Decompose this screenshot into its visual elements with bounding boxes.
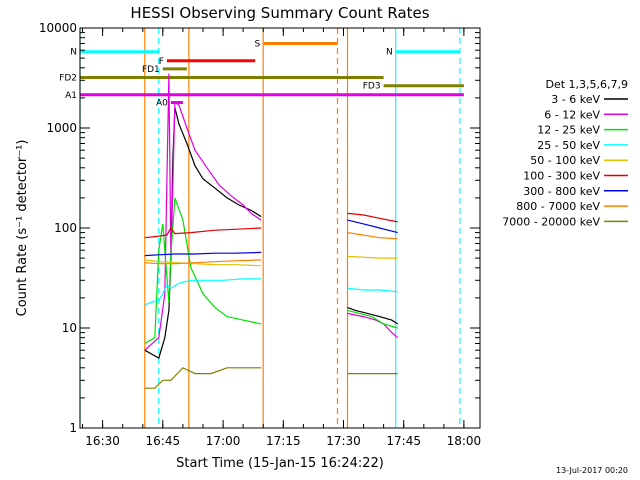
x-tick-label: 17:30	[326, 434, 361, 448]
flag-label: A1	[65, 91, 77, 101]
footer-timestamp: 13-Jul-2017 00:20	[556, 466, 628, 475]
x-axis-label: Start Time (15-Jan-15 16:24:22)	[176, 456, 384, 471]
series-lines	[144, 73, 399, 389]
legend-label: 300 - 800 keV	[523, 185, 600, 198]
flag-label: N	[70, 48, 77, 58]
legend-label: 50 - 100 keV	[530, 154, 600, 167]
x-tick-label: 16:45	[146, 434, 181, 448]
series-line	[144, 259, 262, 265]
series-line	[144, 259, 262, 267]
series-line	[347, 232, 398, 240]
y-tick-label: 1	[69, 421, 77, 435]
series-line	[144, 197, 262, 345]
x-tick-label: 18:00	[447, 434, 482, 448]
series-line	[347, 307, 399, 325]
legend-label: 12 - 25 keV	[537, 124, 600, 137]
x-tick-label: 17:00	[206, 434, 241, 448]
legend-label: 25 - 50 keV	[537, 139, 600, 152]
series-line	[144, 226, 262, 239]
legend-label: 7000 - 20000 keV	[502, 215, 600, 228]
legend-label: 800 - 7000 keV	[516, 200, 600, 213]
series-line	[347, 212, 398, 223]
legend: Det 1,3,5,6,7,9 3 - 6 keV 6 - 12 keV 12 - …	[502, 78, 628, 228]
legend-title: Det 1,3,5,6,7,9	[545, 78, 628, 91]
series-line	[144, 278, 262, 306]
y-tick-label: 10	[62, 321, 77, 335]
flag-label: FD2	[59, 74, 77, 84]
x-axis: 16:30 16:45 17:00 17:15 17:30 17:45 18:00	[82, 28, 482, 448]
y-tick-label: 100	[54, 221, 77, 235]
legend-label: 100 - 300 keV	[523, 170, 600, 183]
x-tick-label: 17:15	[266, 434, 301, 448]
legend-label: 6 - 12 keV	[544, 108, 600, 121]
flag-label: S	[254, 40, 260, 50]
flag-label: F	[159, 57, 164, 67]
y-axis-label: Count Rate (s⁻¹ detector⁻¹)	[15, 140, 30, 317]
series-line	[144, 73, 262, 351]
chart-title: HESSI Observing Summary Count Rates	[130, 4, 429, 22]
series-line	[347, 219, 398, 234]
legend-label: 3 - 6 keV	[551, 93, 600, 106]
flag-label: FD1	[142, 65, 160, 75]
series-line	[347, 287, 398, 293]
flag-label: N	[386, 48, 393, 58]
y-axis: 1 10 100 1000 10000	[39, 21, 480, 435]
series-line	[144, 107, 262, 359]
series-line	[347, 309, 398, 329]
series-line	[347, 255, 398, 259]
x-tick-label: 16:30	[85, 434, 120, 448]
flag-label: FD3	[363, 82, 381, 92]
x-tick-label: 17:45	[386, 434, 421, 448]
flag-label: A0	[156, 99, 168, 109]
series-line	[144, 367, 262, 389]
y-tick-label: 10000	[39, 21, 77, 35]
series-line	[144, 251, 262, 257]
y-tick-label: 1000	[46, 121, 77, 135]
